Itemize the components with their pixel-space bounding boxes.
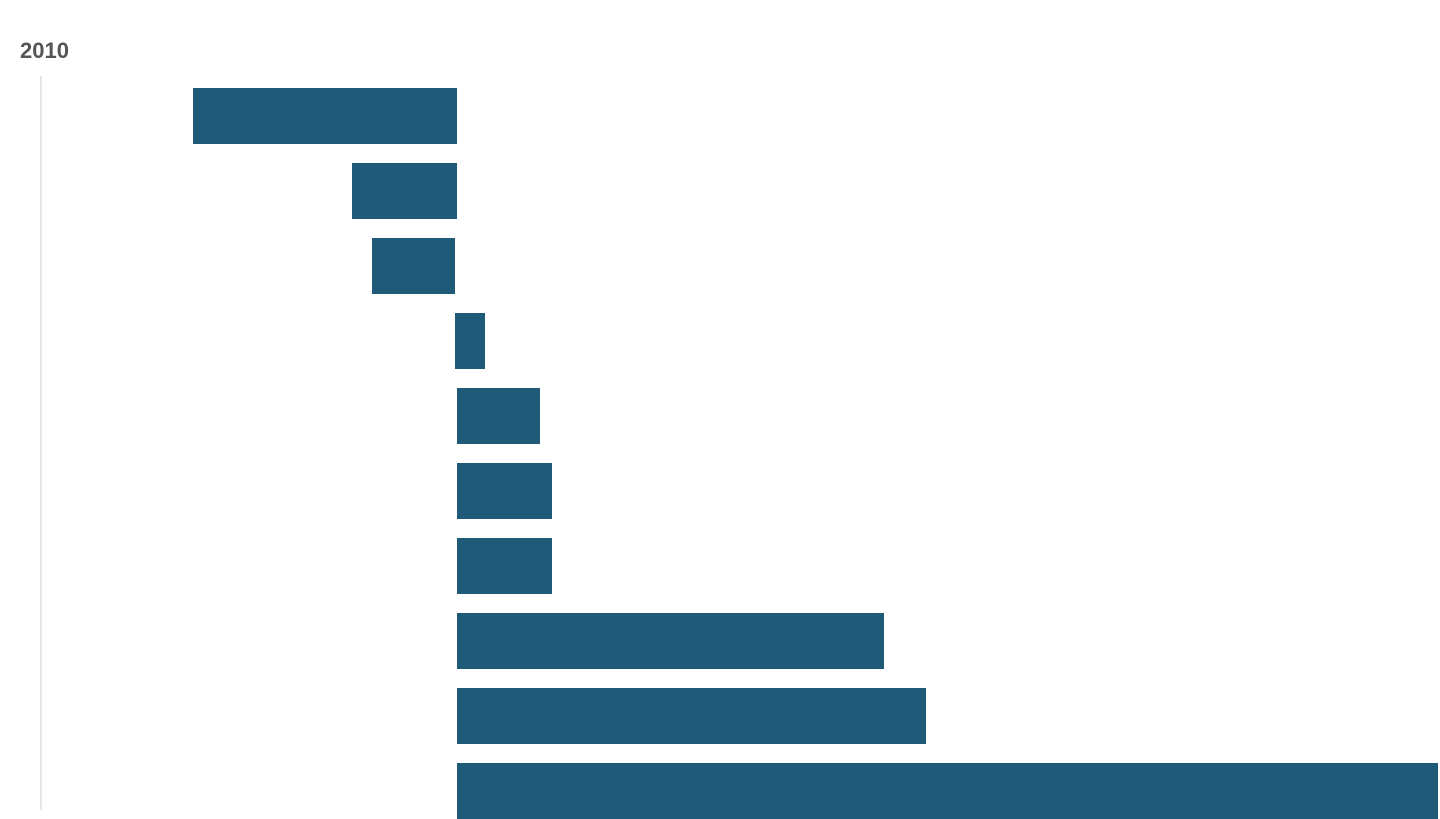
bar-4 xyxy=(457,388,540,444)
bar-1 xyxy=(352,163,457,219)
bar-8 xyxy=(457,688,926,744)
chart-title: 2010 xyxy=(20,38,69,64)
bar-5 xyxy=(457,463,552,519)
bar-3 xyxy=(455,313,485,369)
bar-6 xyxy=(457,538,552,594)
bar-2 xyxy=(372,238,455,294)
plot-area xyxy=(40,76,1440,810)
bar-7 xyxy=(457,613,884,669)
bar-0 xyxy=(193,88,457,144)
bar-9 xyxy=(457,763,1438,819)
